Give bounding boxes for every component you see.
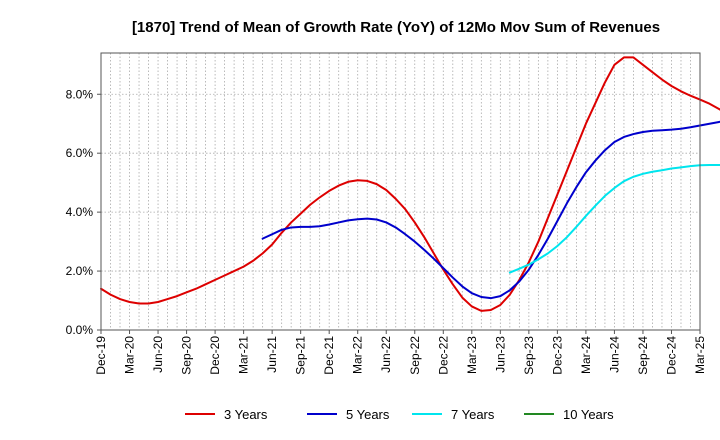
y-tick-label: 8.0%	[66, 87, 94, 101]
series-layer	[100, 56, 720, 312]
series-line-7-years	[508, 163, 720, 274]
x-tick-label: Mar-23	[465, 336, 479, 374]
x-tick-label: Jun-22	[379, 336, 393, 373]
x-tick-label: Jun-21	[265, 336, 279, 373]
x-tick-label: Sep-23	[522, 336, 536, 375]
x-tick-label: Jun-24	[607, 336, 621, 373]
y-tick-label: 6.0%	[66, 146, 94, 160]
grid-layer	[100, 53, 701, 331]
x-tick-label: Dec-24	[664, 336, 678, 375]
x-tick-label: Dec-22	[436, 336, 450, 375]
series-line-5-years	[261, 120, 720, 300]
y-tick-label: 0.0%	[66, 323, 94, 337]
chart-title: [1870] Trend of Mean of Growth Rate (YoY…	[132, 19, 660, 36]
legend: 3 Years 5 Years 7 Years 10 Years	[185, 407, 614, 422]
x-tick-label: Dec-19	[94, 336, 108, 375]
y-tick-label: 2.0%	[66, 264, 94, 278]
legend-label: 7 Years	[451, 407, 495, 422]
x-tick-label: Mar-25	[693, 336, 707, 374]
x-tick-label: Mar-24	[579, 336, 593, 374]
x-tick-label: Sep-22	[408, 336, 422, 375]
x-tick-label: Jun-20	[151, 336, 165, 373]
x-axis-ticks: Dec-19 Mar-20 Jun-20 Sep-20 Dec-20 Mar-21 Jun-…	[94, 330, 707, 375]
x-tick-label: Sep-24	[636, 336, 650, 375]
x-tick-label: Sep-20	[180, 336, 194, 375]
x-tick-label: Mar-20	[123, 336, 137, 374]
x-tick-label: Dec-20	[208, 336, 222, 375]
x-tick-label: Dec-23	[550, 336, 564, 375]
x-tick-label: Dec-21	[322, 336, 336, 375]
legend-label: 3 Years	[224, 407, 268, 422]
x-tick-label: Mar-21	[237, 336, 251, 374]
legend-label: 10 Years	[563, 407, 614, 422]
x-tick-label: Jun-23	[493, 336, 507, 373]
x-tick-label: Mar-22	[351, 336, 365, 374]
y-axis-ticks: 0.0% 2.0% 4.0% 6.0% 8.0%	[66, 87, 101, 337]
plot-frame	[100, 52, 701, 331]
x-tick-label: Sep-21	[294, 336, 308, 375]
y-tick-label: 4.0%	[66, 205, 94, 219]
legend-label: 5 Years	[346, 407, 390, 422]
series-line-3-years	[100, 56, 720, 312]
